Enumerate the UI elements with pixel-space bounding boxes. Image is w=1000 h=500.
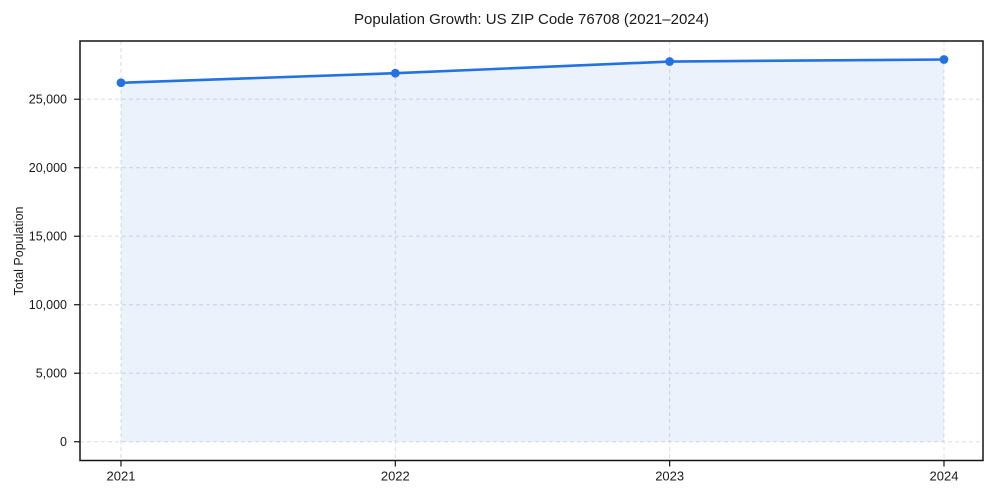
- data-point-2022: [390, 68, 400, 78]
- y-tick-label: 5,000: [36, 367, 67, 381]
- y-tick-label: 15,000: [29, 230, 67, 244]
- x-tick-label: 2021: [107, 469, 136, 484]
- area-fill: [120, 59, 944, 442]
- data-point-2021: [116, 78, 126, 88]
- y-tick-label: 10,000: [29, 298, 67, 312]
- plot-border: [79, 40, 984, 462]
- x-tick-label: 2023: [655, 469, 684, 484]
- chart-title: Population Growth: US ZIP Code 76708 (20…: [354, 11, 709, 28]
- data-point-2024: [939, 55, 949, 64]
- y-tick-label: 25,000: [29, 93, 67, 107]
- data-point-2023: [665, 57, 675, 66]
- x-tick-label: 2024: [930, 469, 959, 484]
- y-tick-label: 20,000: [29, 161, 67, 175]
- y-tick-label: 0: [60, 435, 67, 449]
- population-line: [119, 58, 946, 85]
- x-tick-label: 2022: [381, 469, 410, 484]
